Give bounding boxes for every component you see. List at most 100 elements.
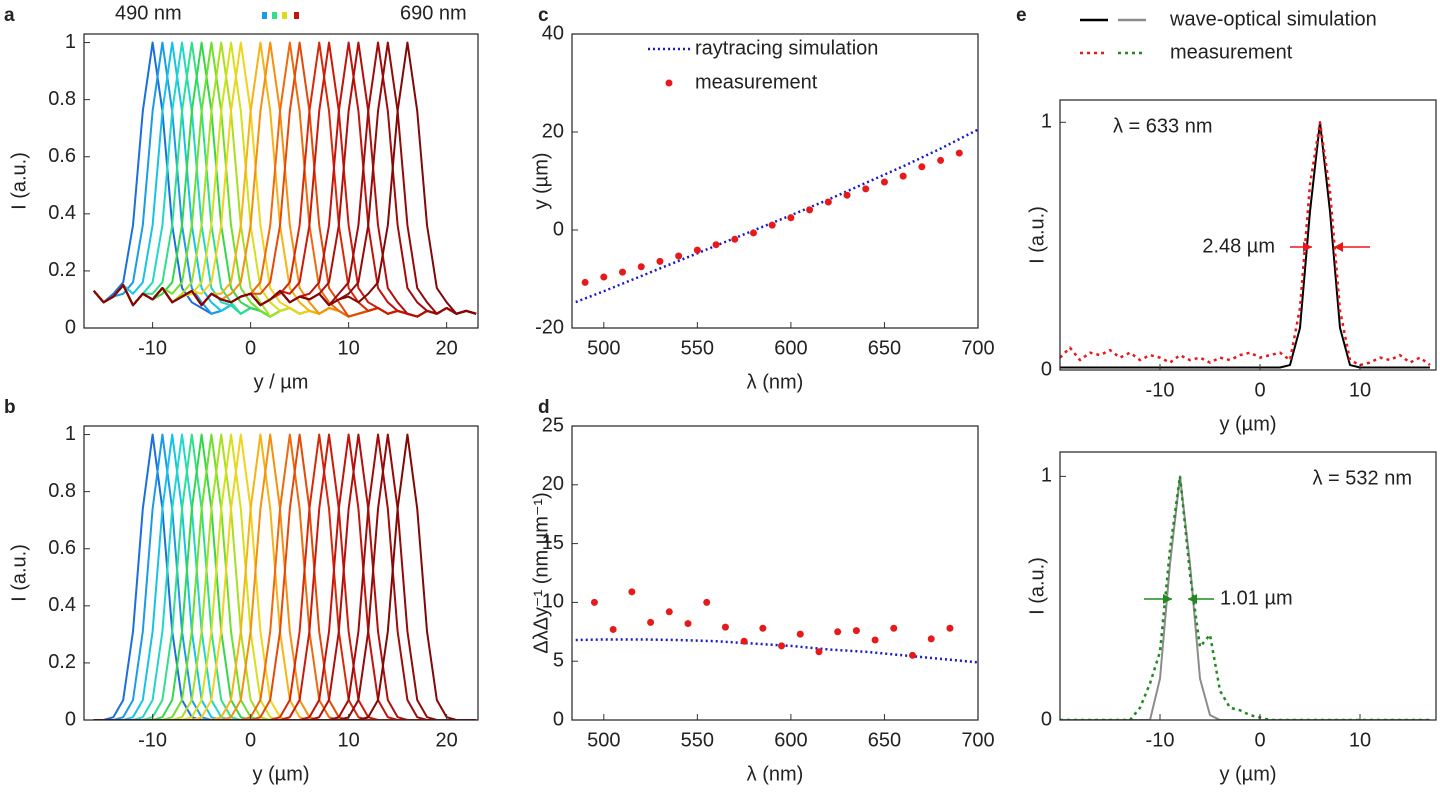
y-tick-label: 0 [1041, 708, 1052, 730]
x-tick-label: 550 [681, 337, 714, 359]
data-point [937, 156, 945, 164]
wavelength-swatch [262, 12, 299, 19]
legend-label: measurement [1170, 41, 1293, 63]
plot-area [93, 433, 477, 720]
data-point [712, 241, 720, 249]
x-tick-label: -10 [1146, 379, 1175, 401]
arrow-head [1303, 242, 1312, 252]
data-point [824, 198, 832, 206]
arrow-head [1163, 594, 1172, 604]
data-point [675, 252, 683, 260]
swatch [262, 12, 267, 19]
plot-frame [83, 425, 479, 721]
x-tick-label: 0 [1254, 729, 1265, 751]
y-tick-label: 20 [542, 473, 564, 495]
data-point [749, 229, 757, 237]
data-line [93, 433, 477, 720]
data-line [93, 433, 477, 720]
x-axis-label: y / µm [254, 371, 309, 393]
data-point [619, 268, 627, 276]
x-tick-label: 20 [436, 337, 458, 359]
y-tick-label: 0.6 [48, 145, 76, 167]
y-axis-label: I (a.u.) [8, 152, 30, 210]
data-point [787, 214, 795, 222]
data-line [575, 128, 978, 304]
y-tick-label: 20 [542, 120, 564, 142]
x-axis-label: y (µm) [1219, 413, 1276, 435]
y-axis-label: y (µm) [530, 152, 552, 209]
x-tick-label: 10 [1349, 379, 1371, 401]
x-tick-label: 0 [245, 729, 256, 751]
data-point [909, 651, 917, 659]
data-point [600, 273, 608, 281]
plot-frame [1059, 451, 1437, 721]
x-tick-label: 0 [1254, 379, 1265, 401]
data-point [703, 598, 711, 606]
data-point [721, 623, 729, 631]
data-line [1060, 121, 1430, 369]
x-tick-label: 600 [774, 337, 807, 359]
x-tick-label: -10 [1146, 729, 1175, 751]
data-line [93, 433, 477, 720]
y-axis-label: ΔλΔy⁻¹ (nm µm⁻¹) [530, 492, 552, 654]
data-line [575, 638, 978, 664]
plot-frame [83, 33, 479, 329]
plot-frame [571, 425, 979, 721]
panel-label: e [1016, 5, 1027, 26]
data-point [665, 608, 673, 616]
data-point [955, 149, 963, 157]
data-point [768, 221, 776, 229]
y-tick-label: 0.2 [48, 259, 76, 281]
range-label: 690 nm [400, 2, 467, 24]
annotation: 1.01 µm [1220, 587, 1293, 609]
data-point [871, 636, 879, 644]
data-point [815, 648, 823, 656]
x-tick-label: 10 [1349, 729, 1371, 751]
plot-area [575, 588, 978, 664]
plot-area [1060, 121, 1431, 369]
y-tick-label: 0 [65, 316, 76, 338]
y-axis-label: I (a.u.) [1026, 206, 1048, 264]
data-point [693, 246, 701, 254]
y-axis-label: I (a.u.) [8, 544, 30, 602]
x-tick-label: 700 [961, 337, 994, 359]
x-axis-label: λ (nm) [747, 371, 804, 393]
data-point [778, 642, 786, 650]
y-tick-label: -20 [535, 316, 564, 338]
data-point [927, 635, 935, 643]
data-line [93, 433, 477, 720]
x-tick-label: 650 [868, 337, 901, 359]
annotation: λ = 532 nm [1312, 467, 1412, 489]
data-line [93, 433, 477, 720]
data-line [93, 433, 477, 720]
y-tick-label: 0 [65, 708, 76, 730]
data-point [843, 191, 851, 199]
annotation: 2.48 µm [1202, 235, 1275, 257]
legend-marker [665, 79, 673, 87]
panel-label: d [538, 397, 550, 418]
y-tick-label: 0 [553, 218, 564, 240]
data-line [93, 433, 477, 720]
arrow-head [1188, 594, 1197, 604]
y-tick-label: 1 [1041, 465, 1052, 487]
data-point [684, 620, 692, 628]
y-tick-label: 25 [542, 414, 564, 436]
x-tick-label: 10 [338, 337, 360, 359]
y-tick-label: 0.8 [48, 480, 76, 502]
data-point [899, 172, 907, 180]
x-tick-label: 700 [961, 729, 994, 751]
legend-label: measurement [695, 71, 818, 93]
y-tick-label: 15 [542, 532, 564, 554]
x-axis-label: λ (nm) [747, 763, 804, 785]
x-tick-label: 10 [338, 729, 360, 751]
data-line [93, 433, 477, 720]
x-axis-label: y (µm) [1219, 763, 1276, 785]
data-point [806, 206, 814, 214]
plot-frame [1059, 99, 1437, 371]
y-tick-label: 0 [1041, 358, 1052, 380]
x-tick-label: -10 [138, 729, 167, 751]
y-tick-label: 0.4 [48, 202, 76, 224]
data-point [656, 257, 664, 265]
x-tick-label: 0 [245, 337, 256, 359]
